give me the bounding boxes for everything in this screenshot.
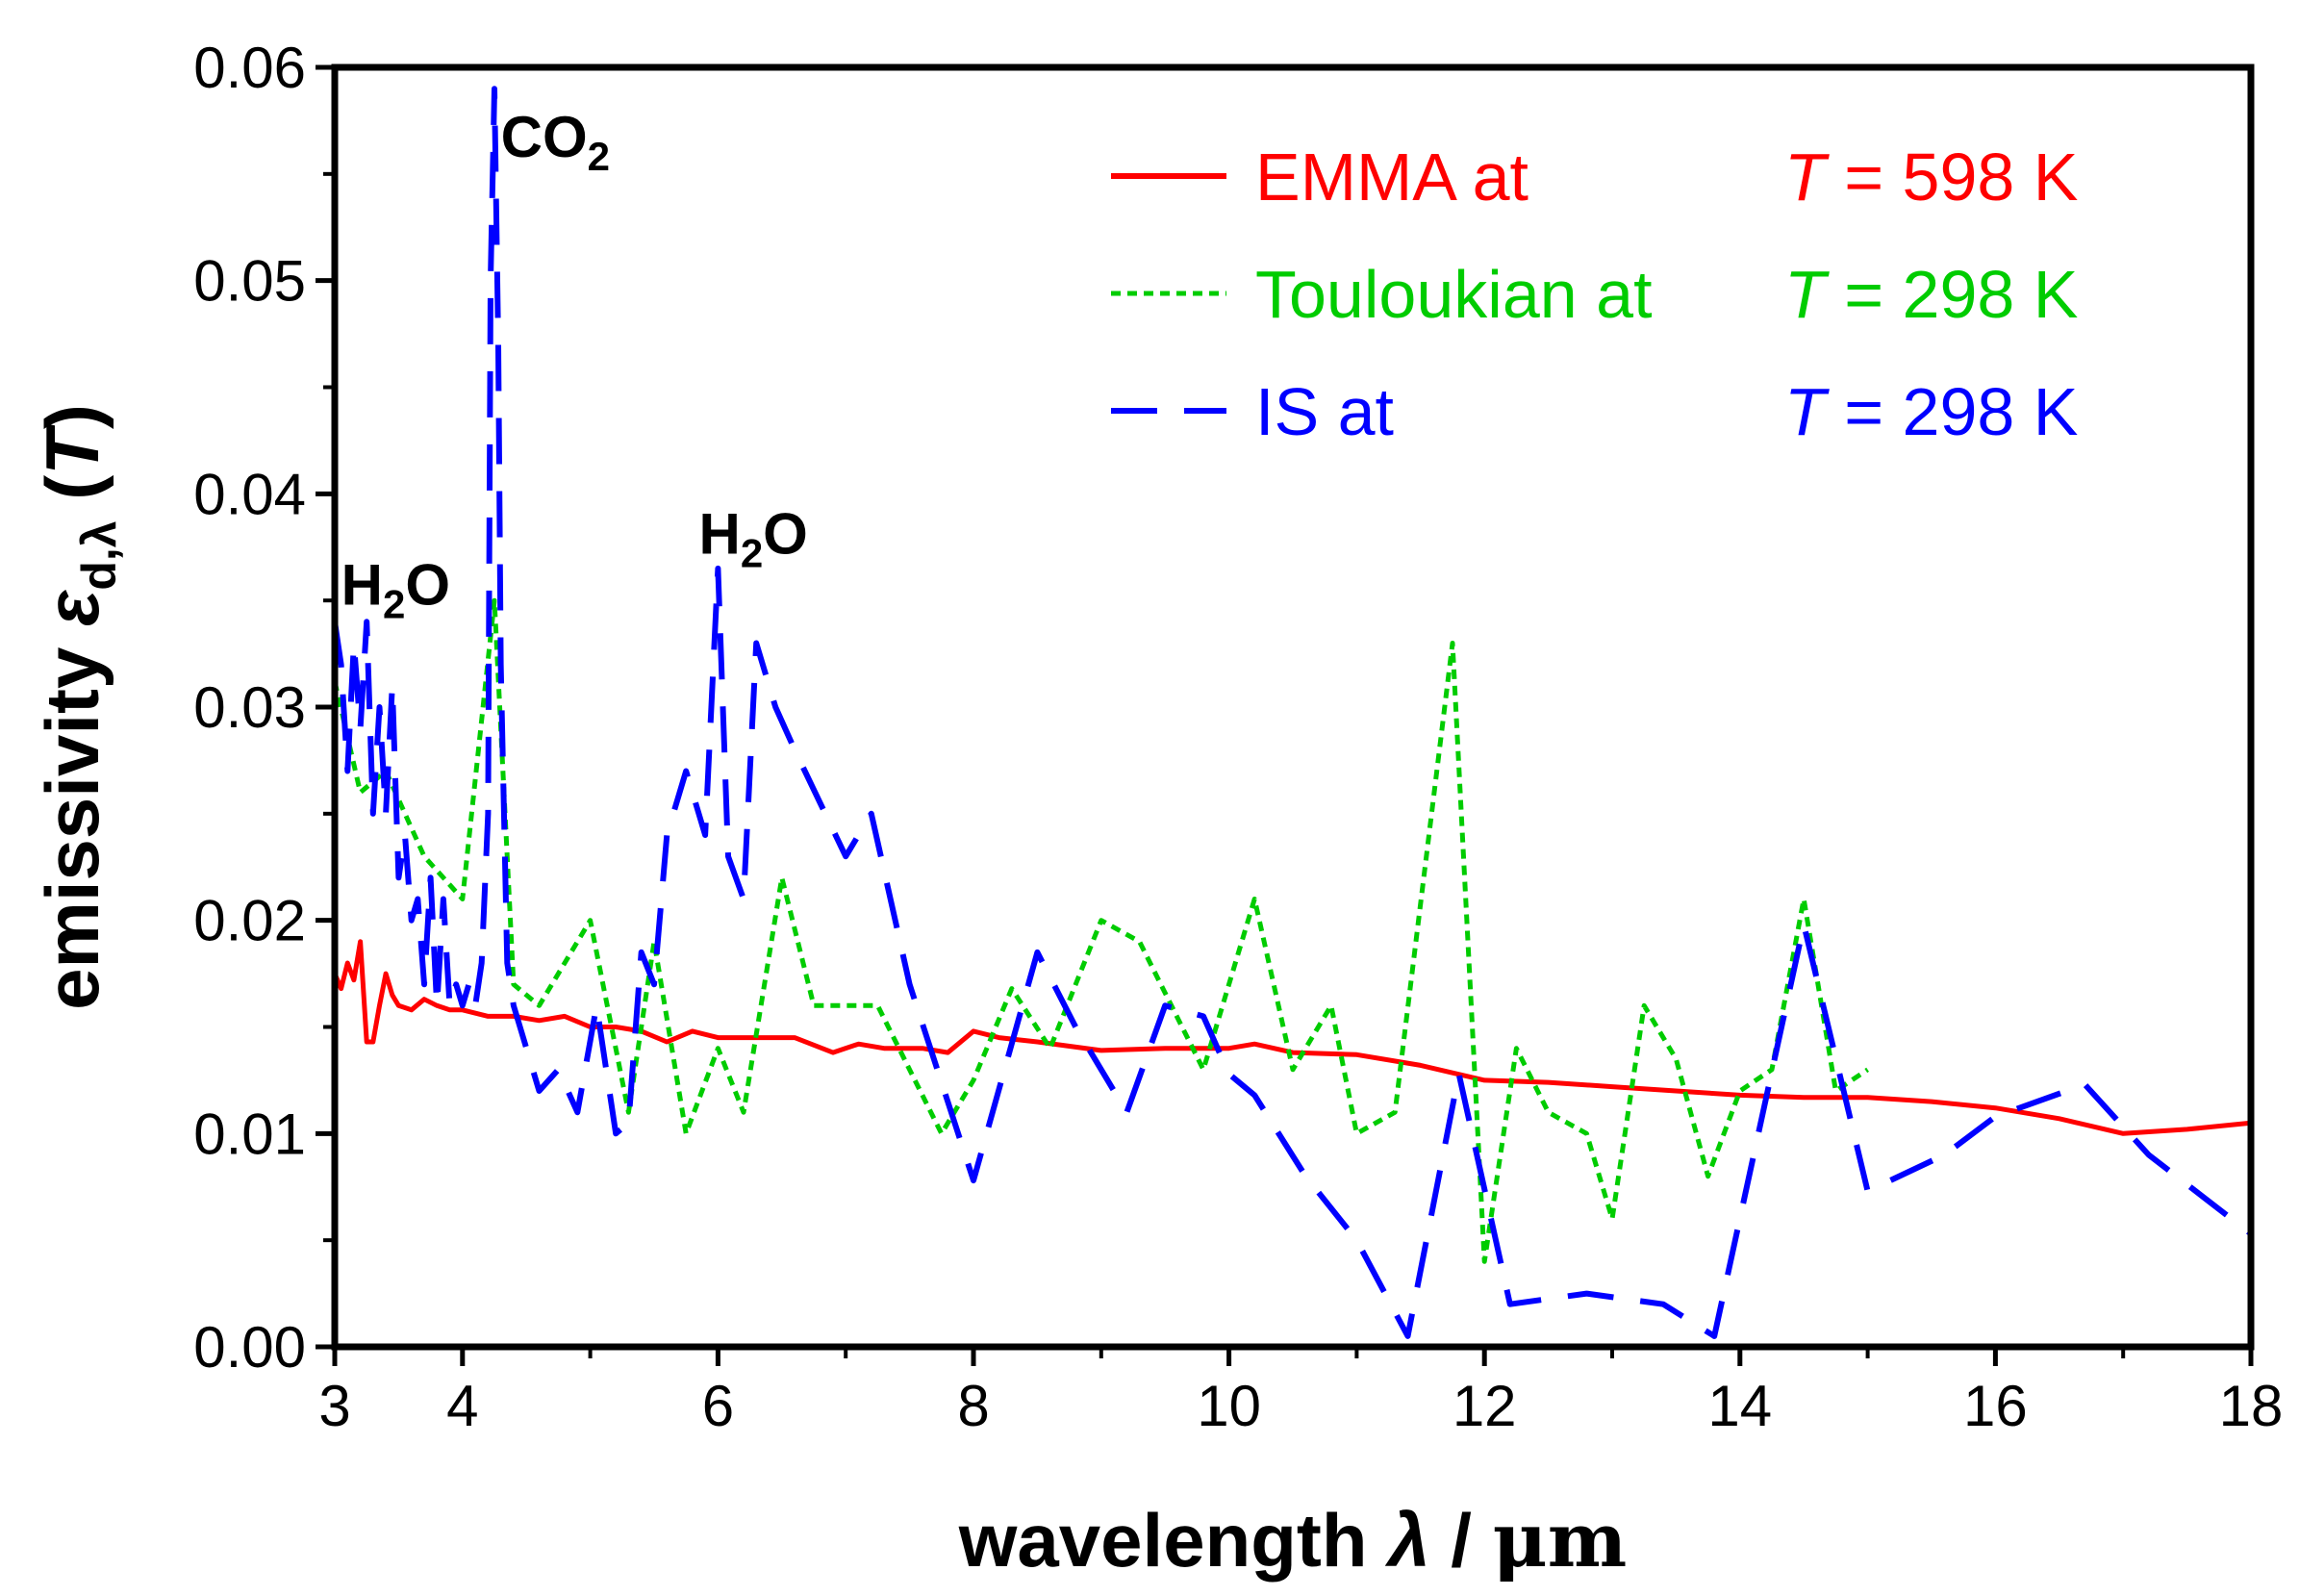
axes-layer: 3 4 6 8 10 12 14 16 18 0.00 0.01 0.02 0.03 0.04 0.05 0.… — [193, 36, 2283, 1438]
x-tick-label: 3 — [318, 1374, 350, 1438]
legend-label-is: IS at — [1255, 374, 1394, 449]
y-tick-label: 0.01 — [193, 1102, 306, 1166]
x-tick-label: 10 — [1197, 1374, 1261, 1438]
legend-label-emma: EMMA at — [1255, 139, 1528, 215]
peak-annotation: CO2 — [501, 105, 610, 179]
y-tick-label: 0.04 — [193, 462, 306, 526]
peak-annotation: H2O — [698, 501, 807, 575]
series-line-is — [332, 86, 2253, 1339]
x-axis-title: wavelength λ / μm — [958, 1497, 1627, 1584]
y-axis-title: emissivity εd,λ (T) — [30, 404, 126, 1010]
y-tick-label: 0.05 — [193, 249, 306, 314]
series-line-touloukian — [332, 597, 1869, 1264]
x-tick-label: 12 — [1453, 1374, 1517, 1438]
legend-temp-touloukian: T = 298 K — [1784, 257, 2078, 332]
y-tick-label: 0.03 — [193, 675, 306, 740]
legend-temp-emma: T = 598 K — [1784, 139, 2078, 215]
y-tick-label: 0.02 — [193, 889, 306, 953]
annotation-layer: H2O CO2 H2O — [341, 105, 808, 627]
x-tick-label: 14 — [1707, 1374, 1772, 1438]
x-tick-label: 18 — [2219, 1374, 2284, 1438]
series-line-emma — [332, 939, 2252, 1136]
legend-temp-is: T = 298 K — [1784, 374, 2078, 449]
x-tick-label: 6 — [702, 1374, 734, 1438]
peak-annotation: H2O — [341, 553, 450, 627]
y-tick-label: 0.00 — [193, 1315, 306, 1380]
y-tick-label: 0.06 — [193, 36, 306, 100]
legend: EMMA at T = 598 K Touloukian at T = 298 … — [1111, 139, 2078, 449]
legend-label-touloukian: Touloukian at — [1255, 257, 1653, 332]
plot-frame — [331, 63, 2255, 1351]
x-tick-label: 4 — [446, 1374, 478, 1438]
x-tick-label: 8 — [957, 1374, 989, 1438]
x-tick-label: 16 — [1963, 1374, 2028, 1438]
series-layer — [332, 86, 2253, 1339]
